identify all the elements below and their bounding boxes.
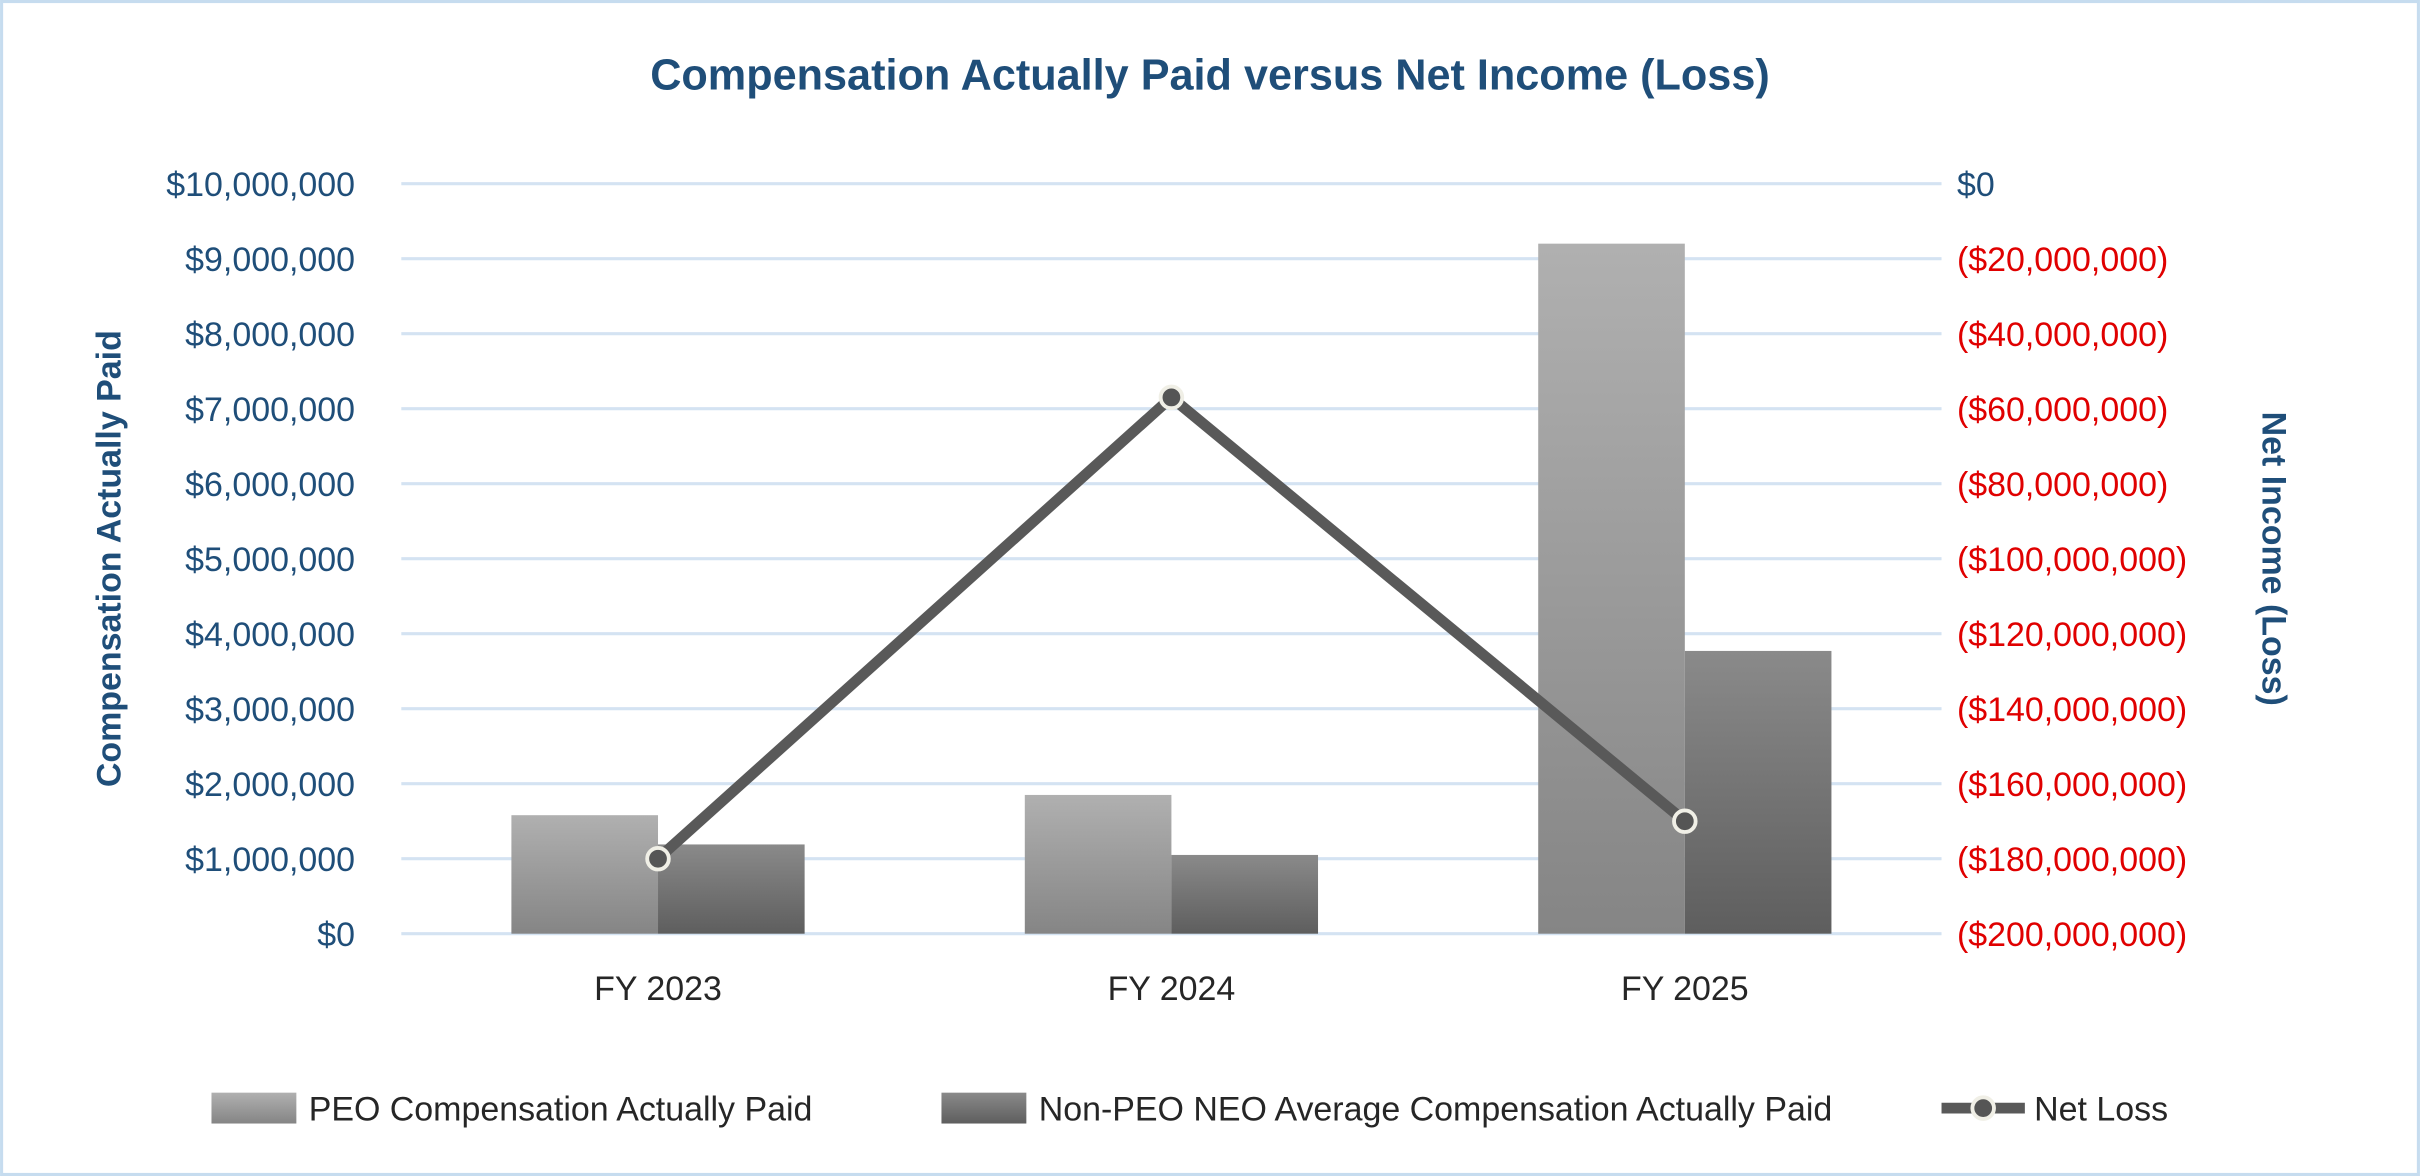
y-right-tick-label: ($60,000,000)	[1957, 391, 2168, 429]
y-right-tick-label: ($40,000,000)	[1957, 316, 2168, 354]
legend-marker-net-loss	[1970, 1095, 1996, 1121]
y-left-tick-label: $0	[317, 916, 355, 954]
y-right-tick-label: ($200,000,000)	[1957, 916, 2187, 954]
net-loss-point	[645, 845, 671, 872]
legend-label-net-loss: Net Loss	[2034, 1090, 2168, 1128]
net-loss-point	[1158, 384, 1185, 411]
x-tick-label: FY 2023	[594, 970, 722, 1008]
y-left-tick-label: $6,000,000	[185, 466, 355, 504]
y-left-tick-label: $8,000,000	[185, 316, 355, 354]
non-peo-bar	[1684, 650, 1832, 934]
legend-label-peo: PEO Compensation Actually Paid	[309, 1090, 813, 1128]
y-right-tick-label: ($180,000,000)	[1957, 841, 2187, 879]
net-loss-point	[1672, 808, 1698, 834]
legend-swatch-non-peo	[941, 1092, 1027, 1124]
y-right-tick-label: ($160,000,000)	[1957, 766, 2187, 804]
y-left-tick-label: $4,000,000	[185, 616, 355, 654]
y-left-tick-label: $9,000,000	[185, 241, 355, 279]
non-peo-bar	[1171, 854, 1319, 934]
y-left-tick-label: $7,000,000	[185, 391, 355, 429]
peo-bar	[511, 815, 659, 934]
legend-label-non-peo: Non-PEO NEO Average Compensation Actuall…	[1039, 1090, 1833, 1128]
y-right-tick-label: $0	[1957, 166, 1995, 204]
y-left-tick-label: $10,000,000	[166, 166, 355, 204]
y-left-axis-label: Compensation Actually Paid	[90, 330, 128, 787]
non-peo-bar	[658, 844, 805, 934]
x-tick-label: FY 2025	[1621, 970, 1749, 1008]
chart-title: Compensation Actually Paid versus Net In…	[650, 52, 1770, 100]
y-left-tick-label: $5,000,000	[185, 541, 355, 579]
y-right-tick-label: ($20,000,000)	[1957, 241, 2168, 279]
y-right-tick-label: ($140,000,000)	[1957, 691, 2187, 729]
y-right-axis-label: Net Income (Loss)	[2255, 412, 2293, 706]
y-right-tick-label: ($100,000,000)	[1957, 541, 2187, 579]
y-left-tick-label: $1,000,000	[185, 841, 355, 879]
y-right-tick-label: ($80,000,000)	[1957, 466, 2168, 504]
peo-bar	[1024, 794, 1172, 934]
y-right-tick-label: ($120,000,000)	[1957, 616, 2187, 654]
y-left-tick-label: $3,000,000	[185, 691, 355, 729]
x-tick-label: FY 2024	[1108, 970, 1236, 1008]
peo-bar	[1538, 243, 1685, 934]
legend-swatch-peo	[211, 1092, 297, 1124]
y-left-tick-label: $2,000,000	[185, 766, 355, 804]
